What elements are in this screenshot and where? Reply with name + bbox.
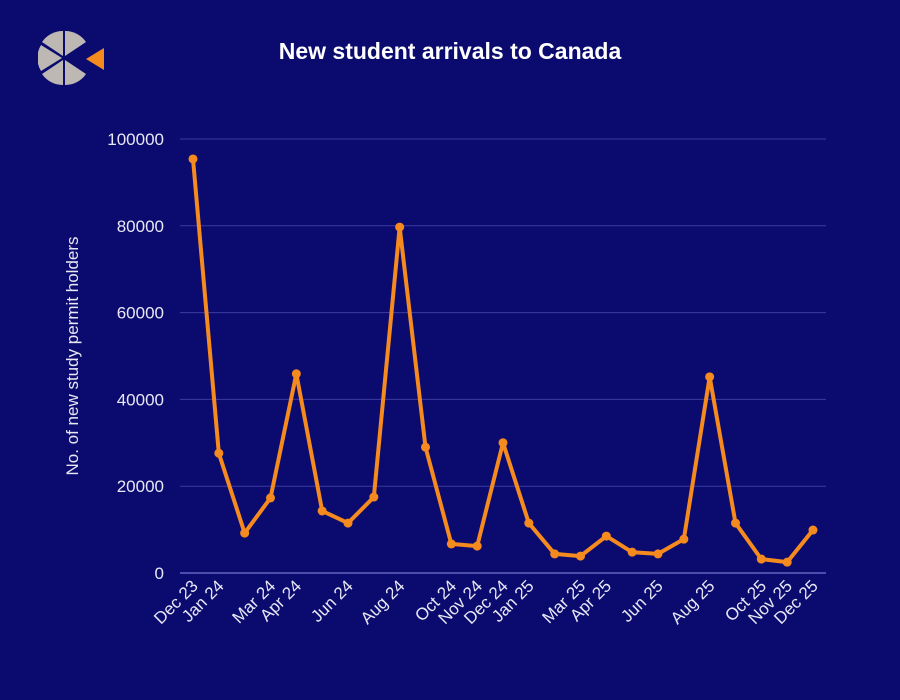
data-point: [756, 554, 766, 564]
x-tick-label: Jun 25: [617, 576, 667, 626]
data-point: [188, 154, 198, 164]
data-point: [343, 518, 353, 528]
data-point: [421, 442, 430, 452]
y-tick-label: 60000: [117, 304, 164, 323]
data-point: [266, 493, 275, 503]
series-line: [191, 158, 815, 565]
data-point: [472, 541, 482, 551]
data-point: [291, 369, 301, 379]
data-point: [498, 438, 508, 448]
data-point: [576, 551, 585, 561]
data-point: [446, 539, 456, 549]
chart-title: New student arrivals to Canada: [278, 38, 622, 64]
data-point: [214, 448, 224, 458]
pie-wheel-logo-icon: [37, 30, 104, 86]
y-tick-label: 40000: [117, 390, 164, 409]
y-tick-label: 0: [155, 564, 164, 583]
data-point: [550, 549, 560, 559]
y-tick-label: 100000: [107, 130, 164, 149]
data-point: [395, 222, 405, 232]
data-point: [705, 372, 715, 382]
data-point: [679, 534, 689, 544]
data-point: [808, 525, 818, 535]
data-point: [317, 506, 327, 516]
data-point: [782, 557, 792, 567]
x-tick-label: Jun 24: [307, 576, 357, 626]
data-point: [601, 531, 611, 541]
x-tick-label: Aug 24: [357, 576, 409, 628]
data-point: [240, 528, 250, 538]
logo: [37, 28, 108, 92]
y-tick-label: 20000: [117, 477, 164, 496]
data-point: [524, 518, 534, 528]
data-point: [731, 518, 740, 528]
data-point: [369, 492, 379, 502]
y-tick-label: 80000: [117, 217, 164, 236]
x-tick-label: Aug 25: [667, 576, 719, 628]
data-point: [653, 549, 663, 559]
y-axis-label: No. of new study permit holders: [63, 236, 82, 475]
data-point: [627, 547, 637, 557]
